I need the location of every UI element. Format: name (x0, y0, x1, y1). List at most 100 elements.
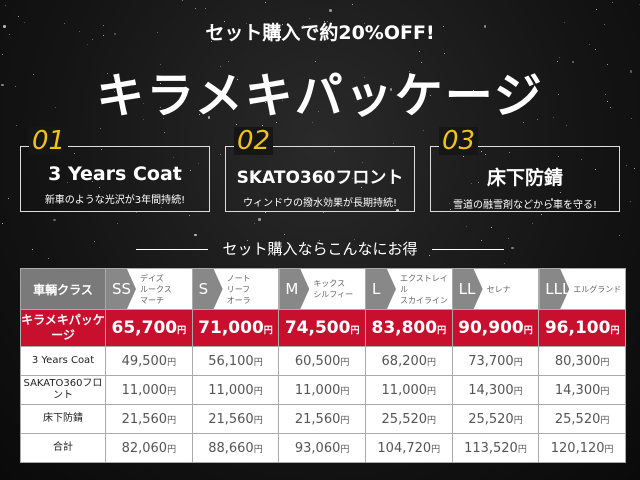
yen-unit: 円 (167, 415, 177, 426)
class-code: LLL (539, 269, 570, 309)
star (264, 212, 266, 214)
feature-title: 床下防錆 (486, 167, 563, 189)
yen-unit: 円 (177, 326, 187, 336)
star (334, 150, 336, 152)
car-model: スカイライン (399, 295, 448, 305)
class-header: M キックス シルフィー (278, 268, 366, 310)
price-value: 88,660 (208, 440, 254, 456)
star (351, 4, 353, 6)
yen-unit: 円 (167, 444, 177, 455)
star (409, 71, 411, 72)
row-label: キラメキパッケージ (20, 309, 106, 347)
price-value: 21,560 (121, 411, 168, 427)
star (604, 94, 606, 96)
car-model: オーラ (226, 295, 251, 305)
star (194, 7, 196, 9)
star (237, 79, 239, 81)
yen-unit: 円 (167, 386, 177, 397)
star (162, 117, 164, 119)
star (430, 94, 432, 96)
star (311, 121, 313, 123)
star (550, 198, 554, 201)
price-value: 14,300 (554, 382, 601, 398)
row-label: 床下防錆 (20, 404, 106, 434)
car-model: エルグランド (573, 284, 622, 294)
star (257, 201, 259, 203)
star (1, 223, 3, 225)
star (354, 238, 356, 240)
yen-unit: 円 (253, 386, 263, 397)
star (563, 21, 565, 23)
star (245, 23, 247, 25)
star (284, 233, 286, 235)
star (284, 253, 286, 255)
feature-desc: ウィンドウの撥水効果が長期持続! (242, 198, 397, 209)
car-model: キックス (313, 279, 346, 288)
price-cell: 71,000円 (191, 309, 280, 347)
star (309, 17, 311, 19)
star (1, 83, 4, 87)
yen-unit: 円 (431, 444, 441, 455)
star (276, 122, 278, 124)
star (480, 151, 482, 153)
price-cell: 88,660円 (191, 433, 280, 463)
table-row: 合計 82,060円 88,660円 93,060円 104,720円 113,520円 1… (20, 433, 626, 463)
price-value: 14,300 (468, 382, 514, 398)
feature-box-1: 01 3 Years Coat 新車のような光沢が3年間持続! (20, 127, 210, 212)
price-cell: 21,560円 (278, 404, 366, 434)
star (360, 187, 362, 189)
star (282, 23, 284, 25)
star (262, 75, 264, 77)
star (612, 1, 614, 3)
table-row: SAKATO360フロント 11,000円 11,000円 11,000円 11,000… (20, 375, 626, 405)
star (556, 60, 558, 62)
star (472, 89, 474, 91)
star (429, 254, 431, 256)
feature-box-2: 02 SKATO360フロント ウィンドウの撥水効果が長期持続! (225, 127, 415, 212)
star (595, 168, 597, 170)
page-title: キラメキパッケージ (96, 68, 544, 124)
star (419, 51, 421, 53)
class-header: LLL エルグランド (538, 268, 626, 310)
price-cell: 68,200円 (364, 346, 453, 376)
star (363, 22, 365, 24)
price-cell: 25,520円 (538, 404, 626, 434)
star (198, 113, 200, 115)
star (326, 20, 328, 22)
yen-unit: 円 (263, 326, 273, 336)
yen-unit: 円 (513, 357, 523, 368)
star (449, 208, 451, 210)
star (362, 32, 364, 34)
price-value: 21,560 (294, 411, 341, 427)
price-value: 83,800 (371, 318, 438, 338)
price-cell: 11,000円 (105, 375, 193, 405)
star (490, 227, 492, 229)
star (178, 175, 180, 177)
star (210, 27, 211, 29)
star (4, 4, 6, 6)
star (580, 158, 582, 160)
star (422, 130, 424, 132)
star (558, 155, 560, 157)
price-cell: 104,720円 (364, 433, 453, 463)
star (329, 9, 332, 12)
star (63, 23, 65, 25)
star (189, 214, 191, 216)
star (227, 61, 229, 63)
price-value: 21,560 (208, 411, 254, 427)
price-cell: 11,000円 (278, 375, 366, 405)
subtitle: セット購入で約20%OFF! (205, 22, 435, 44)
star (107, 73, 109, 75)
star (590, 199, 592, 201)
price-table: 車輌クラス SS デイズ ルークス マーチ S ノート リーフ オーラ M キックス シルフィー L エク… (20, 268, 626, 463)
star (571, 60, 575, 64)
price-value: 82,060 (121, 440, 168, 456)
car-model: デイズ (140, 273, 164, 283)
yen-unit: 円 (513, 415, 523, 426)
star (160, 64, 162, 66)
star (633, 168, 635, 170)
star (374, 34, 376, 36)
price-cell: 120,120円 (538, 433, 626, 463)
class-header: S ノート リーフ オーラ (191, 268, 280, 310)
star (558, 94, 560, 95)
